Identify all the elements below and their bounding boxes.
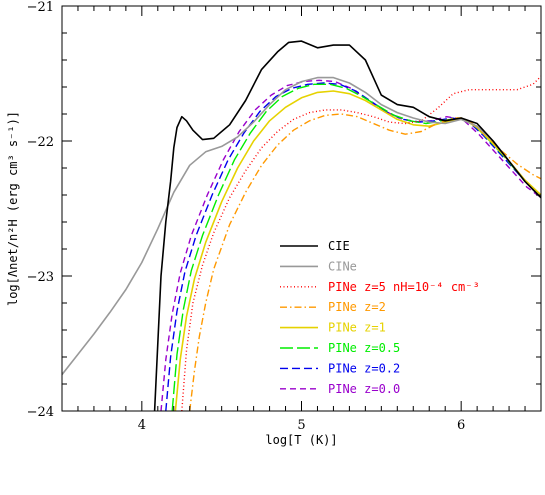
series-line-cie [153,40,541,411]
series-line-pine-z-0-2 [165,82,541,411]
y-tick-label: −24 [27,405,54,420]
x-axis-label: log[T (K)] [265,433,337,447]
legend-label-cie: CIE [328,239,350,253]
legend-label-pine-z-5-nh-10-cm: PINe z=5 nH=10⁻⁴ cm⁻³ [328,280,480,294]
legend-label-pine-z-0-2: PINe z=0.2 [328,361,400,375]
tick-labels: 4 5 6 −24 −23 −22 −21 [27,0,466,433]
y-tick-label: −23 [27,270,54,285]
legend-label-pine-z-0-5: PINe z=0.5 [328,341,400,355]
axis-ticks [61,5,542,412]
series-line-cine [62,76,541,376]
series-line-pine-z-0-0 [160,79,541,411]
y-axis-label: log[Λnet/n²H (erg cm³ s⁻¹)] [6,111,20,306]
series-line-pine-z-5-nh-10-cm [181,75,541,411]
legend-label-pine-z-0-0: PINe z=0.0 [328,382,400,396]
series-line-pine-z-0-5 [171,83,541,411]
legend-label-pine-z-1: PINe z=1 [328,321,386,335]
series-line-pine-z-2 [189,113,541,411]
plot-frame [61,5,542,412]
x-tick-label: 4 [138,418,146,433]
x-tick-label: 6 [457,418,465,433]
y-tick-label: −22 [27,135,54,150]
y-tick-label: −21 [27,0,54,15]
legend: CIE CINe PINe z=5 nH=10⁻⁴ cm⁻³ PINe z=2 PINe… [280,239,480,396]
legend-label-pine-z-2: PINe z=2 [328,300,386,314]
legend-label-cine: CINe [328,259,357,273]
x-tick-label: 5 [297,418,305,433]
plot-curves [62,40,541,411]
